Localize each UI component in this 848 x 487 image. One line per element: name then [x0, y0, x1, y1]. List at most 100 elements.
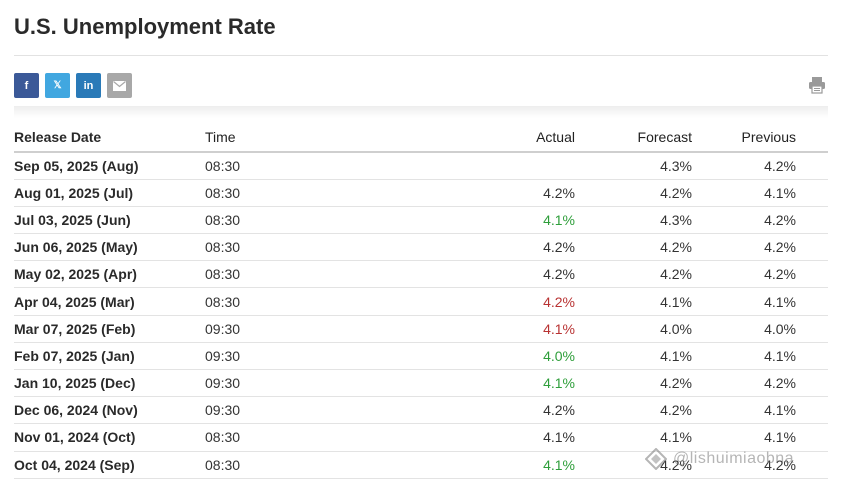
cell-previous: 4.2% — [692, 206, 796, 235]
cell-release-date: May 02, 2025 (Apr) — [14, 260, 205, 289]
cell-previous: 4.2% — [692, 260, 796, 289]
cell-actual: 4.1% — [405, 369, 575, 398]
table-row: May 02, 2025 (Apr) 08:30 4.2% 4.2% 4.2% — [14, 260, 828, 289]
cell-release-date: Dec 06, 2024 (Nov) — [14, 396, 205, 425]
table-row: Aug 01, 2025 (Jul) 08:30 4.2% 4.2% 4.1% — [14, 179, 828, 207]
cell-actual — [405, 152, 575, 180]
cell-forecast: 4.1% — [575, 342, 692, 371]
email-share-button[interactable] — [107, 73, 132, 98]
cell-forecast: 4.2% — [575, 179, 692, 207]
column-spacer — [796, 122, 828, 153]
cell-forecast: 4.2% — [575, 451, 692, 479]
cell-time: 08:30 — [205, 233, 405, 262]
cell-actual: 4.2% — [405, 233, 575, 262]
share-buttons: f 𝕏 in — [14, 73, 132, 98]
cell-time: 09:30 — [205, 369, 405, 398]
toolbar-shadow — [14, 106, 828, 118]
column-header-time[interactable]: Time — [205, 122, 405, 153]
cell-forecast: 4.2% — [575, 233, 692, 262]
linkedin-icon: in — [83, 79, 94, 92]
cell-previous: 4.1% — [692, 287, 796, 316]
cell-previous: 4.2% — [692, 451, 796, 479]
watermark: @lishuimiaobna — [645, 448, 794, 470]
cell-previous: 4.2% — [692, 152, 796, 180]
table-row: Apr 04, 2025 (Mar) 08:30 4.2% 4.1% 4.1% — [14, 287, 828, 316]
cell-actual: 4.1% — [405, 451, 575, 479]
table-row: Dec 06, 2024 (Nov) 09:30 4.2% 4.2% 4.1% — [14, 396, 828, 425]
row-spacer — [796, 423, 828, 452]
row-spacer — [796, 396, 828, 425]
cell-actual: 4.1% — [405, 423, 575, 452]
cell-time: 08:30 — [205, 179, 405, 207]
table-row: Feb 07, 2025 (Jan) 09:30 4.0% 4.1% 4.1% — [14, 342, 828, 371]
cell-forecast: 4.1% — [575, 287, 692, 316]
cell-release-date: Jun 06, 2025 (May) — [14, 233, 205, 262]
facebook-share-button[interactable]: f — [14, 73, 39, 98]
cell-actual: 4.2% — [405, 260, 575, 289]
cell-actual: 4.0% — [405, 342, 575, 371]
watermark-text: @lishuimiaobna — [673, 450, 795, 467]
cell-forecast: 4.1% — [575, 423, 692, 452]
cell-previous: 4.1% — [692, 179, 796, 207]
column-header-forecast[interactable]: Forecast — [575, 122, 692, 153]
cell-time: 09:30 — [205, 396, 405, 425]
cell-actual: 4.2% — [405, 287, 575, 316]
twitter-icon: 𝕏 — [53, 80, 62, 91]
cell-forecast: 4.2% — [575, 369, 692, 398]
cell-release-date: Aug 01, 2025 (Jul) — [14, 179, 205, 207]
cell-release-date: Apr 04, 2025 (Mar) — [14, 287, 205, 316]
table-row: Jan 10, 2025 (Dec) 09:30 4.1% 4.2% 4.2% — [14, 369, 828, 398]
table-row: Jul 03, 2025 (Jun) 08:30 4.1% 4.3% 4.2% — [14, 206, 828, 235]
cell-time: 09:30 — [205, 315, 405, 343]
cell-release-date: Jan 10, 2025 (Dec) — [14, 369, 205, 398]
twitter-share-button[interactable]: 𝕏 — [45, 73, 70, 98]
title-divider — [14, 55, 828, 56]
row-spacer — [796, 451, 828, 479]
cell-time: 09:30 — [205, 342, 405, 371]
cell-previous: 4.0% — [692, 315, 796, 343]
row-spacer — [796, 287, 828, 316]
cell-time: 08:30 — [205, 287, 405, 316]
column-header-release-date[interactable]: Release Date — [14, 122, 205, 153]
cell-release-date: Sep 05, 2025 (Aug) — [14, 152, 205, 180]
cell-forecast: 4.0% — [575, 315, 692, 343]
cell-previous: 4.1% — [692, 396, 796, 425]
cell-time: 08:30 — [205, 260, 405, 289]
cell-time: 08:30 — [205, 451, 405, 479]
row-spacer — [796, 179, 828, 207]
row-spacer — [796, 260, 828, 289]
cell-actual: 4.2% — [405, 179, 575, 207]
cell-forecast: 4.3% — [575, 206, 692, 235]
table-row: Oct 04, 2024 (Sep) 08:30 4.1% 4.2% 4.2% — [14, 451, 828, 479]
row-spacer — [796, 152, 828, 180]
cell-actual: 4.1% — [405, 315, 575, 343]
row-spacer — [796, 233, 828, 262]
unemployment-rate-table: Release Date Time Actual Forecast Previo… — [14, 122, 828, 479]
watermark-logo-icon — [645, 448, 667, 470]
facebook-icon: f — [24, 79, 29, 92]
page-title: U.S. Unemployment Rate — [14, 14, 276, 39]
row-spacer — [796, 206, 828, 235]
linkedin-share-button[interactable]: in — [76, 73, 101, 98]
cell-previous: 4.2% — [692, 233, 796, 262]
column-header-previous[interactable]: Previous — [692, 122, 796, 153]
column-header-actual[interactable]: Actual — [405, 122, 575, 153]
cell-previous: 4.1% — [692, 423, 796, 452]
print-icon[interactable] — [808, 76, 826, 94]
cell-release-date: Nov 01, 2024 (Oct) — [14, 423, 205, 452]
cell-previous: 4.2% — [692, 369, 796, 398]
table-header-row: Release Date Time Actual Forecast Previo… — [14, 122, 828, 153]
email-icon — [113, 80, 126, 91]
cell-release-date: Feb 07, 2025 (Jan) — [14, 342, 205, 371]
cell-time: 08:30 — [205, 152, 405, 180]
row-spacer — [796, 342, 828, 371]
table-row: Sep 05, 2025 (Aug) 08:30 4.3% 4.2% — [14, 152, 828, 180]
cell-forecast: 4.3% — [575, 152, 692, 180]
table-row: Nov 01, 2024 (Oct) 08:30 4.1% 4.1% 4.1% — [14, 423, 828, 452]
cell-previous: 4.1% — [692, 342, 796, 371]
cell-forecast: 4.2% — [575, 396, 692, 425]
cell-release-date: Mar 07, 2025 (Feb) — [14, 315, 205, 343]
cell-actual: 4.1% — [405, 206, 575, 235]
table-body: Sep 05, 2025 (Aug) 08:30 4.3% 4.2% Aug 01, 2… — [14, 152, 828, 479]
cell-time: 08:30 — [205, 423, 405, 452]
